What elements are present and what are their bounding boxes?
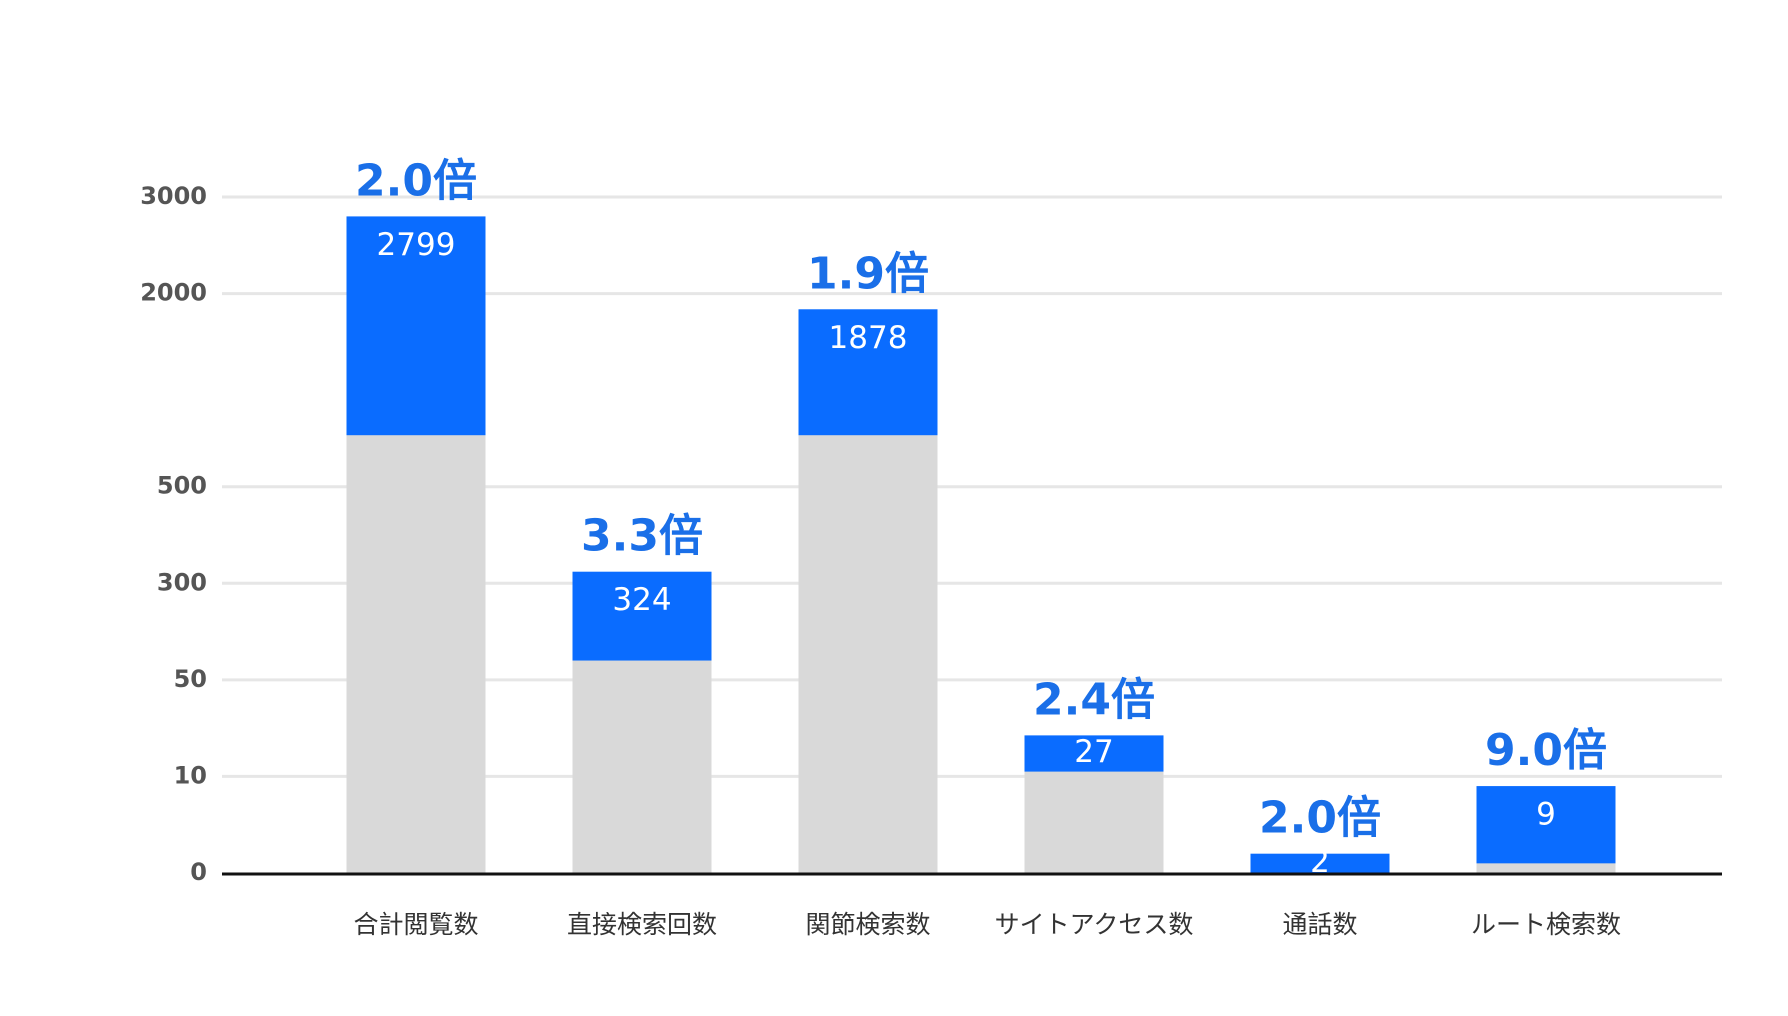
- value-label: 2: [1310, 844, 1330, 880]
- ratio-label: 2.0倍: [355, 155, 477, 206]
- value-label: 27: [1074, 734, 1113, 770]
- x-tick-label: 直接検索回数: [567, 910, 717, 939]
- x-tick-label: 通話数: [1282, 910, 1357, 939]
- x-tick-label: 合計閲覧数: [353, 910, 478, 939]
- bar: [346, 435, 486, 873]
- value-label: 9: [1536, 797, 1556, 833]
- y-tick-label: 3000: [140, 182, 207, 210]
- bar: [572, 660, 712, 873]
- y-tick-label: 300: [157, 568, 207, 596]
- bar: [1250, 853, 1390, 873]
- y-tick-label: 500: [157, 472, 207, 500]
- value-label: 2799: [377, 227, 456, 263]
- bar: [1476, 863, 1616, 873]
- bar: [1476, 786, 1616, 873]
- ratio-label: 2.4倍: [1033, 674, 1155, 725]
- y-tick-label: 10: [174, 761, 207, 789]
- ratio-label: 9.0倍: [1485, 725, 1607, 776]
- ratio-label: 3.3倍: [581, 511, 703, 562]
- y-tick-label: 0: [190, 858, 207, 886]
- y-tick-label: 50: [174, 665, 207, 693]
- x-tick-label: 関節検索数: [805, 910, 930, 939]
- ratio-label: 1.9倍: [807, 248, 929, 299]
- x-tick-label: ルート検索数: [1471, 910, 1621, 939]
- value-label: 324: [612, 582, 671, 618]
- bar: [1024, 771, 1164, 873]
- y-tick-label: 2000: [140, 279, 207, 307]
- bar: [798, 435, 938, 873]
- x-tick-label: サイトアクセス数: [995, 910, 1194, 939]
- ratio-label: 2.0倍: [1259, 793, 1381, 844]
- value-label: 1878: [829, 320, 908, 356]
